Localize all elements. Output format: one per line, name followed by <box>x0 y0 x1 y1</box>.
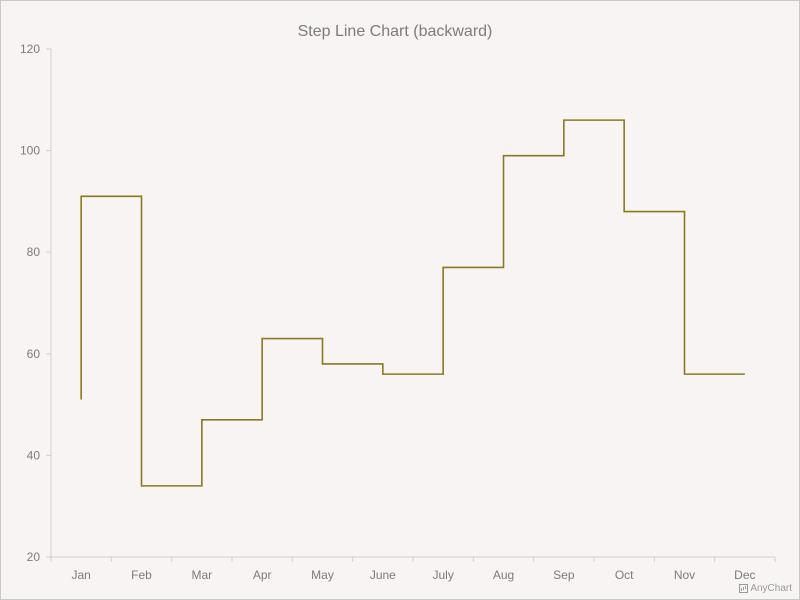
x-tick-label: Apr <box>253 568 272 582</box>
y-tick-label: 80 <box>27 245 41 259</box>
chart-title: Step Line Chart (backward) <box>298 23 493 40</box>
x-tick-label: Nov <box>674 568 695 582</box>
y-axis: 20 40 60 80 100 120 <box>20 42 52 564</box>
y-tick-label: 120 <box>20 42 40 56</box>
y-tick-label: 40 <box>27 448 41 462</box>
series-line[interactable] <box>80 119 745 487</box>
y-tick-label: 60 <box>27 347 41 361</box>
credits-label: AnyChart <box>750 583 792 594</box>
x-tick-label: May <box>311 568 334 582</box>
x-tick-label: July <box>432 568 453 582</box>
x-tick-label: Oct <box>615 568 634 582</box>
anychart-logo-icon <box>739 584 749 593</box>
x-tick-label: Dec <box>734 568 755 582</box>
x-tick-label: Jan <box>71 568 90 582</box>
x-tick-label: June <box>370 568 396 582</box>
x-tick-label: Aug <box>493 568 514 582</box>
x-tick-label: Mar <box>191 568 212 582</box>
y-tick-label: 20 <box>27 550 41 564</box>
x-tick-label: Sep <box>553 568 575 582</box>
y-tick-label: 100 <box>20 144 40 158</box>
credits-link[interactable]: AnyChart <box>739 583 792 594</box>
x-axis: Jan Feb Mar Apr May June July Aug Sep Oct Nov Dec <box>50 556 776 582</box>
x-tick-label: Feb <box>131 568 152 582</box>
series-layer <box>80 119 745 487</box>
